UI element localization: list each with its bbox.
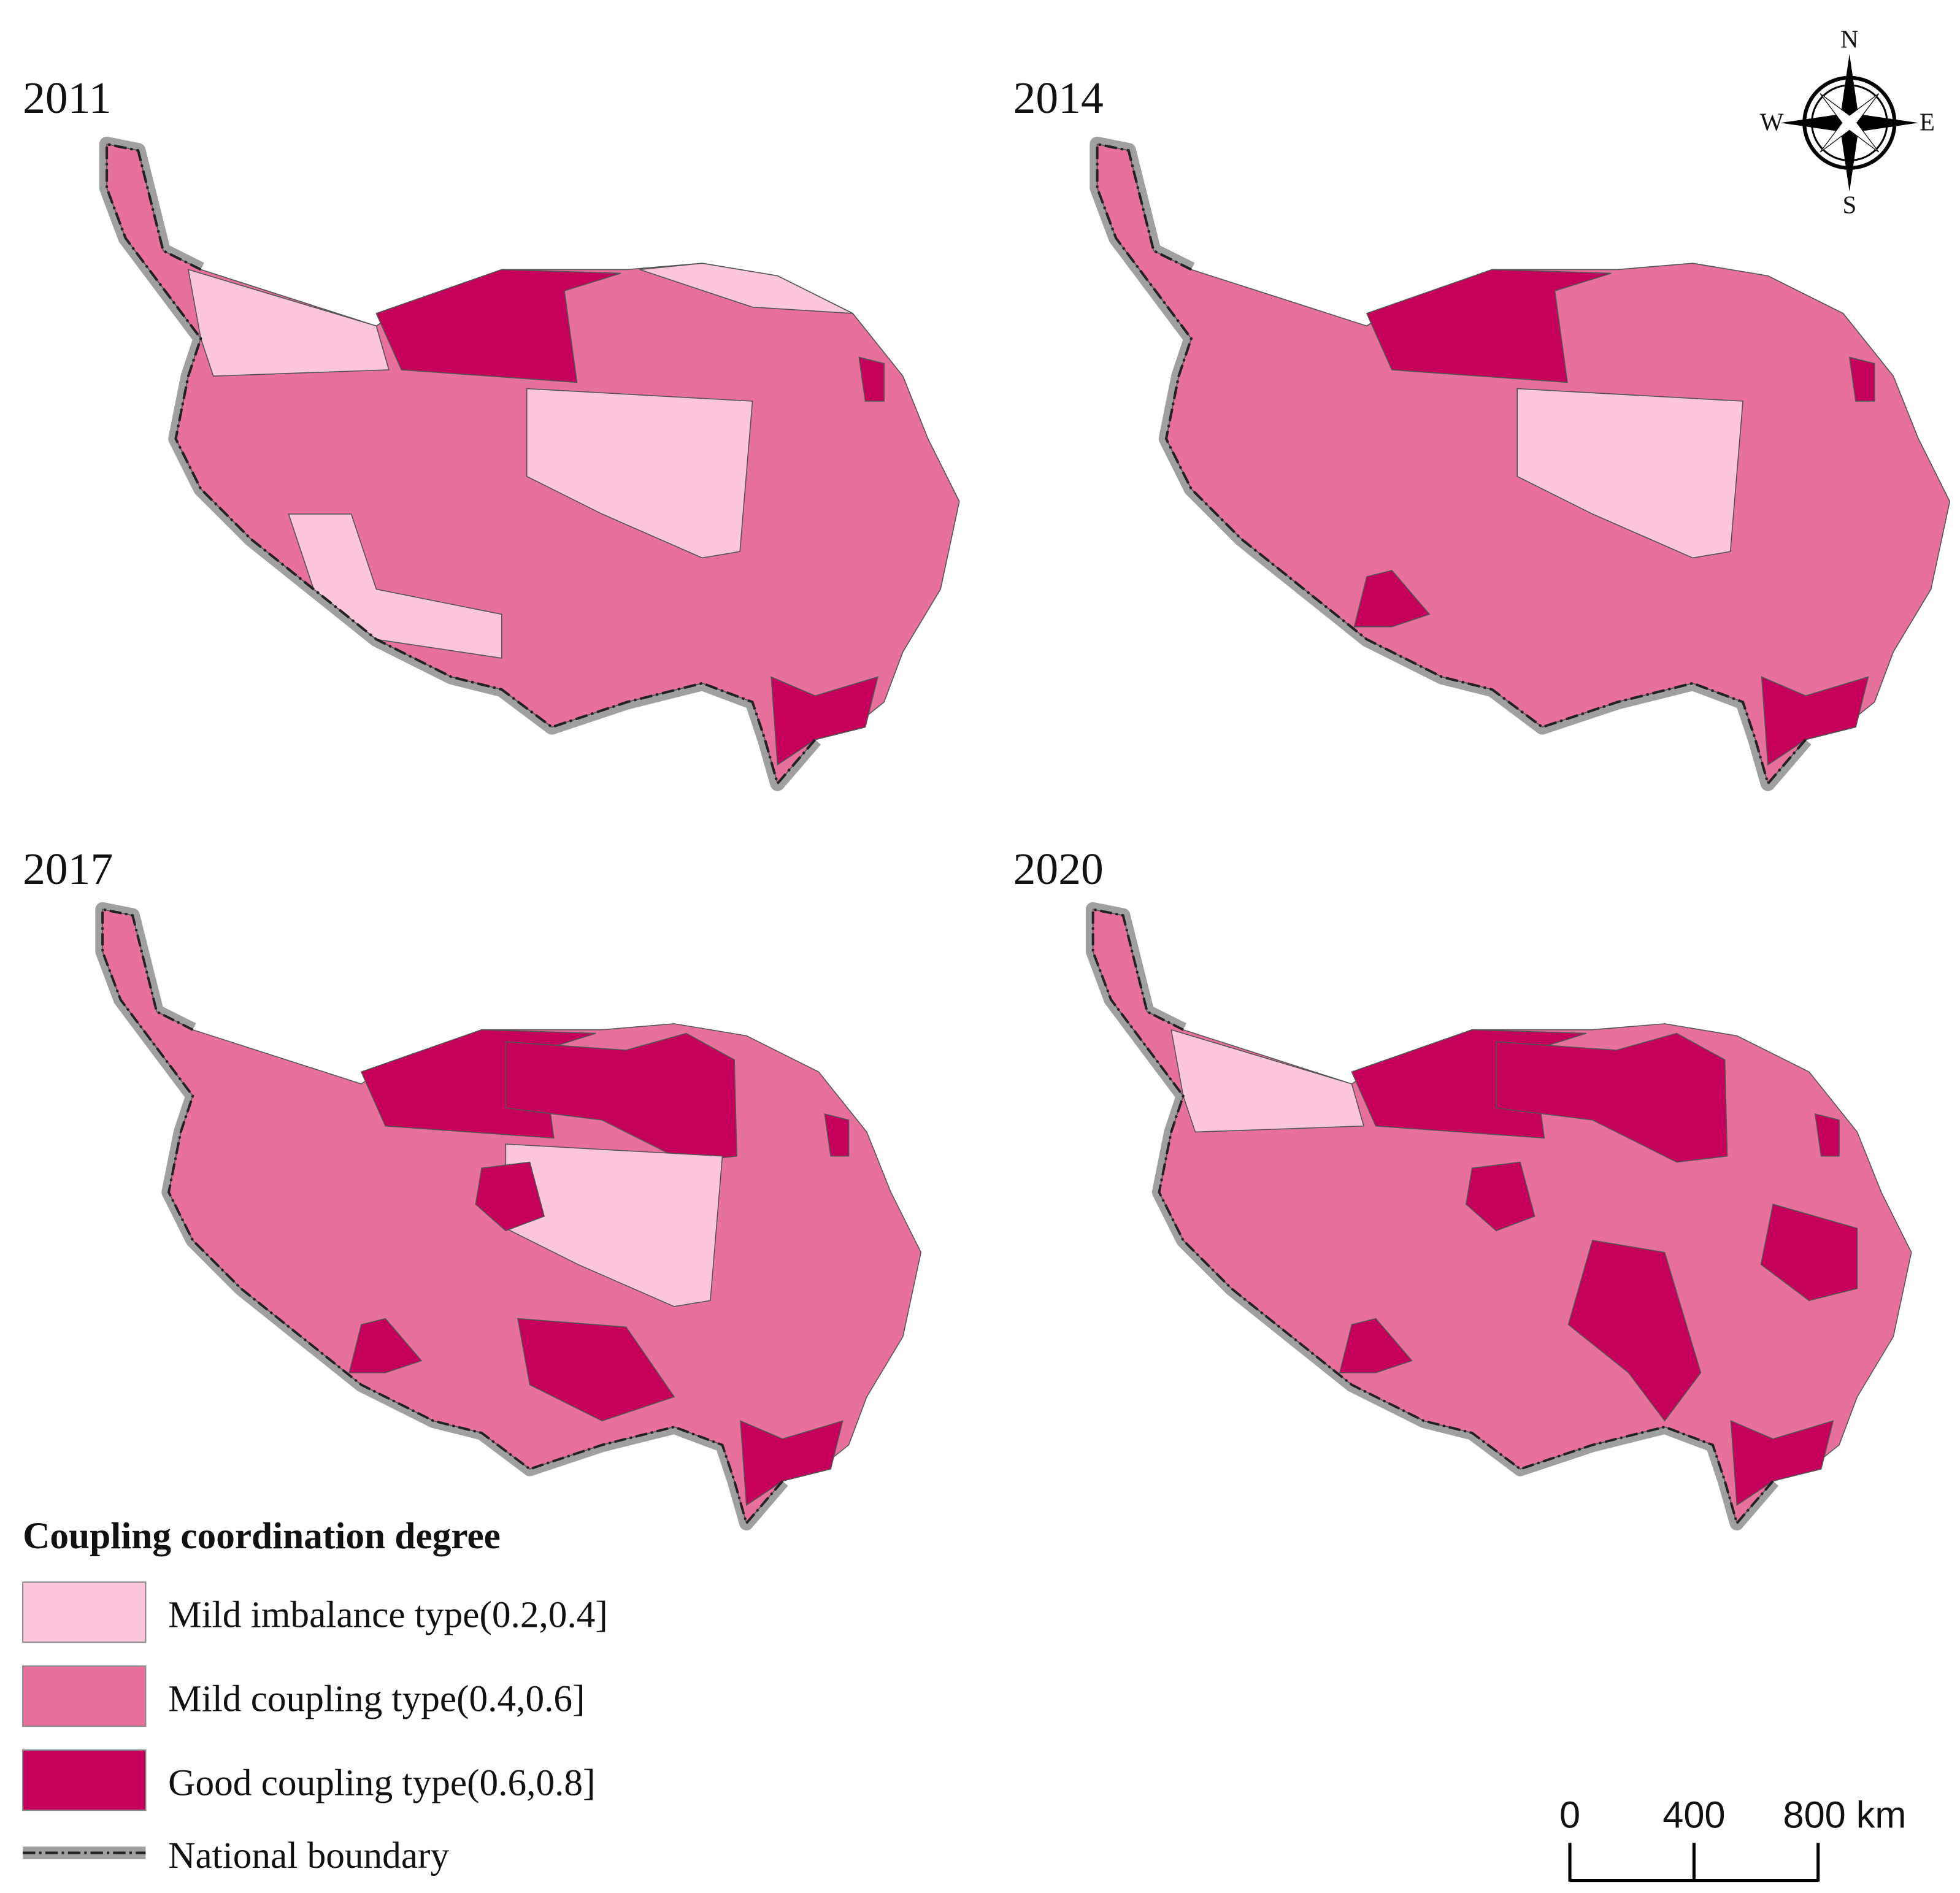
compass-star [1820,93,1879,153]
region [1760,1204,1858,1301]
legend-label: Good coupling type(0.6,0.8] [168,1762,595,1804]
region [1761,676,1869,766]
map-panel [99,136,960,791]
region [1339,1318,1413,1373]
compass: N S W E [1760,26,1935,219]
map-panel [95,902,922,1530]
region [1814,1113,1840,1157]
panel-title: 2017 [23,843,113,894]
region [1496,1032,1728,1163]
legend-title: Coupling coordination degree [23,1515,501,1557]
region [1466,1161,1535,1232]
region [505,1032,737,1163]
region [348,1318,423,1373]
region [639,263,853,314]
map-panel [1085,902,1912,1530]
panel-title: 2011 [23,72,111,123]
scale-label: 400 [1662,1794,1725,1836]
region [824,1113,850,1157]
region [375,269,621,383]
compass-label: S [1842,191,1856,218]
national-boundary [101,908,784,1526]
scale-label: 0 [1559,1794,1580,1836]
region [475,1161,545,1232]
legend-label: National boundary [168,1835,449,1876]
legend-swatch [22,1665,147,1727]
region [858,356,885,402]
panel-title: 2014 [1013,72,1104,123]
region [517,1318,675,1422]
map-panel [1090,136,1951,791]
legend-swatch [22,1749,147,1811]
national-boundary [1096,142,1807,786]
region [1516,388,1743,559]
region [1848,356,1875,402]
region [526,388,753,559]
panel-title: 2020 [1013,843,1104,894]
region [1170,1029,1365,1133]
region [1567,1240,1702,1422]
compass-label: E [1920,109,1935,136]
region [740,1420,844,1507]
compass-label: W [1760,109,1784,136]
legend-label: Mild coupling type(0.4,0.6] [168,1678,585,1720]
national-boundary [1091,908,1774,1526]
scale-label: 800 km [1783,1794,1906,1836]
region [1353,569,1431,628]
legend-swatch [22,1581,147,1643]
region [187,269,390,377]
region [771,676,879,766]
legend-label: Mild imbalance type(0.2,0.4] [168,1594,608,1636]
region [1730,1420,1834,1507]
compass-label: N [1840,26,1859,53]
national-boundary [106,142,817,786]
region [1366,269,1612,383]
